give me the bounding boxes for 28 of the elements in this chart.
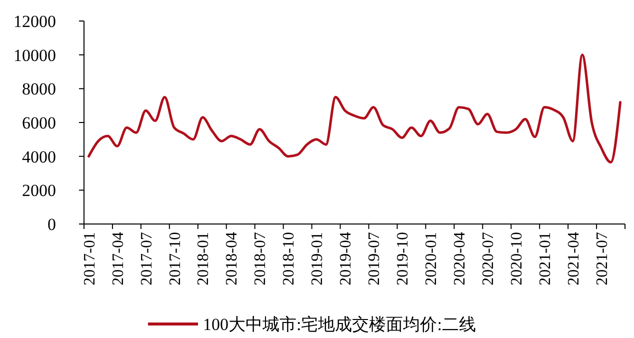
x-tick-label: 2018-10 [280, 232, 298, 286]
x-tick-label: 2017-10 [166, 232, 184, 286]
x-tick-label: 2021-01 [536, 232, 554, 286]
x-tick-label: 2020-10 [508, 232, 526, 286]
x-tick-label: 2019-07 [366, 232, 384, 286]
x-tick-label: 2020-01 [423, 232, 440, 286]
x-tick-label: 2020-04 [452, 232, 469, 286]
y-tick-label: 4000 [22, 147, 56, 166]
x-tick-label: 2019-10 [394, 232, 412, 286]
x-tick-label: 2017-01 [81, 232, 98, 286]
y-tick-label: 10000 [14, 46, 56, 65]
x-tick-label: 2017-07 [138, 232, 156, 286]
y-tick-label: 12000 [14, 12, 56, 31]
x-tick-label: 2019-01 [309, 232, 326, 286]
x-tick-label: 2019-04 [338, 232, 355, 286]
line-series [87, 54, 622, 164]
x-tick-label: 2018-07 [252, 232, 270, 286]
x-tick-label: 2021-07 [594, 232, 611, 286]
x-tick-label: 2017-04 [110, 232, 127, 286]
legend-label: 100大中城市:宅地成交楼面均价:二线 [203, 314, 476, 334]
x-tick-label: 2020-07 [480, 232, 497, 286]
x-tick-label: 2018-01 [195, 232, 212, 286]
y-tick-label: 0 [48, 214, 56, 234]
x-tick-label: 2018-04 [224, 232, 241, 286]
x-tick-label: 2021-04 [565, 232, 582, 286]
y-tick-label: 8000 [22, 80, 56, 99]
y-tick-label: 2000 [22, 181, 56, 200]
y-tick-label: 6000 [22, 113, 56, 132]
